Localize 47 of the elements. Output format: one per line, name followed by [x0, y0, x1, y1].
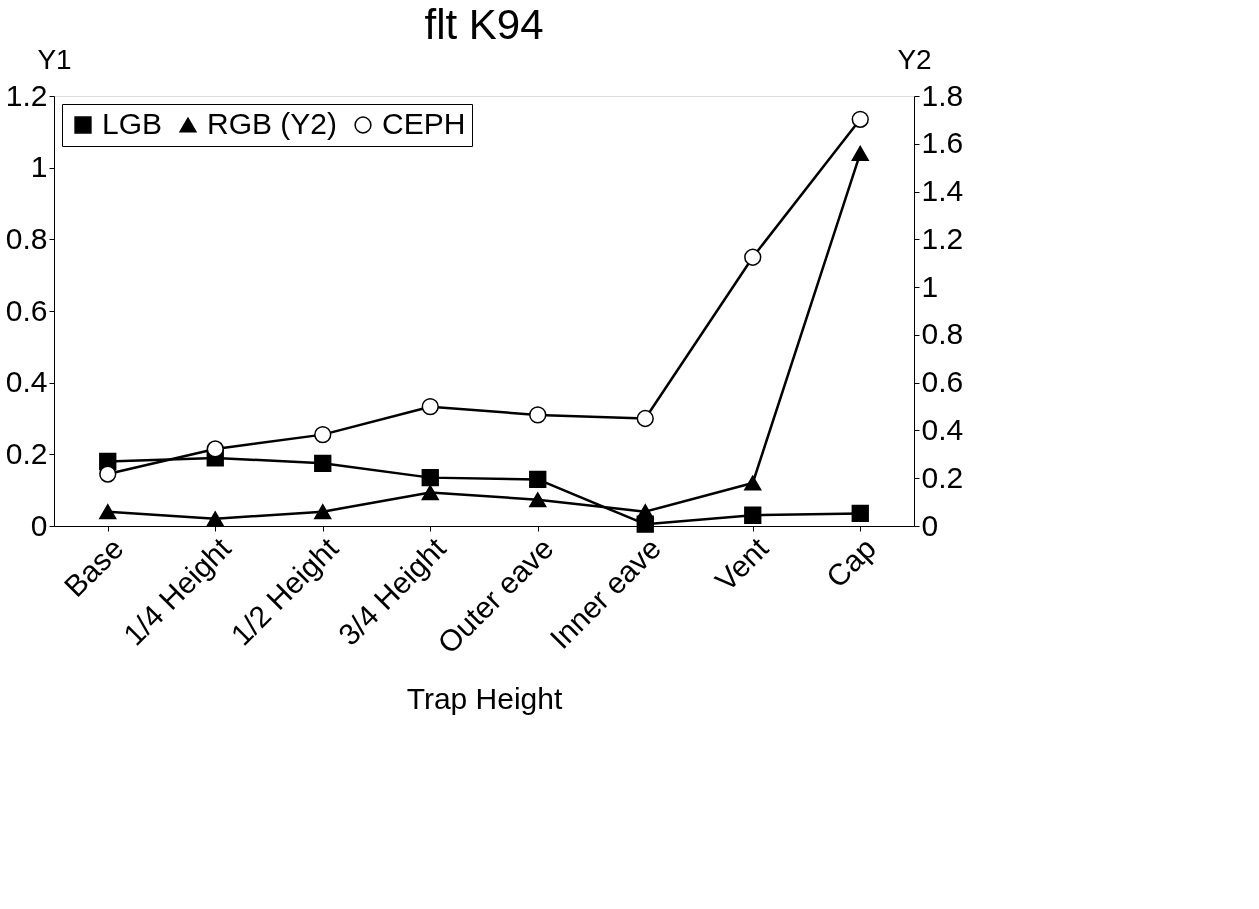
x-axis-title: Trap Height — [406, 681, 563, 715]
y-tick-label: 0.4 — [5, 365, 48, 399]
point — [851, 504, 869, 523]
legend-label: CEPH — [382, 107, 466, 140]
y-tick-label: 0.8 — [5, 221, 48, 255]
y2-tick-label: 1 — [921, 269, 939, 303]
point — [421, 484, 439, 501]
point — [744, 475, 762, 491]
y2-tick-label: 1.4 — [921, 174, 964, 208]
point — [851, 145, 869, 161]
x-tick-label: Cap — [819, 531, 882, 594]
legend-label: LGB — [102, 107, 163, 140]
y2-tick-label: 0.2 — [921, 460, 964, 494]
legend-label: RGB (Y2) — [207, 107, 338, 140]
point — [744, 248, 762, 266]
point — [99, 465, 117, 483]
point — [314, 504, 332, 520]
y2-axis-title: Y2 — [897, 43, 932, 75]
point — [206, 440, 224, 458]
y2-tick-label: 0 — [921, 508, 939, 542]
y2-tick-label: 1.6 — [921, 126, 964, 160]
point — [421, 468, 439, 487]
point — [636, 504, 654, 520]
y2-tick-label: 0.4 — [921, 412, 964, 446]
y2-tick-label: 0.8 — [921, 317, 964, 351]
y-axis-title: Y1 — [37, 43, 72, 75]
point — [851, 110, 869, 128]
point — [529, 406, 547, 424]
point — [99, 504, 117, 520]
point — [314, 425, 332, 444]
y2-tick-label: 1.8 — [921, 78, 964, 112]
y-tick-label: 1.2 — [5, 78, 48, 112]
point — [529, 492, 547, 508]
point — [529, 470, 547, 489]
point — [744, 506, 762, 524]
y-tick-label: 0.6 — [5, 293, 48, 327]
y-tick-label: 1 — [30, 150, 48, 184]
point — [206, 511, 224, 527]
y-tick-label: 0.2 — [5, 436, 48, 470]
y2-tick-label: 1.2 — [921, 221, 964, 255]
point — [636, 409, 654, 428]
y2-tick-label: 0.6 — [921, 365, 964, 399]
point — [314, 454, 332, 472]
y-tick-label: 0 — [30, 508, 48, 542]
point — [421, 398, 439, 416]
x-tick-label: Vent — [708, 530, 775, 598]
chart-title: flt K94 — [424, 1, 544, 48]
